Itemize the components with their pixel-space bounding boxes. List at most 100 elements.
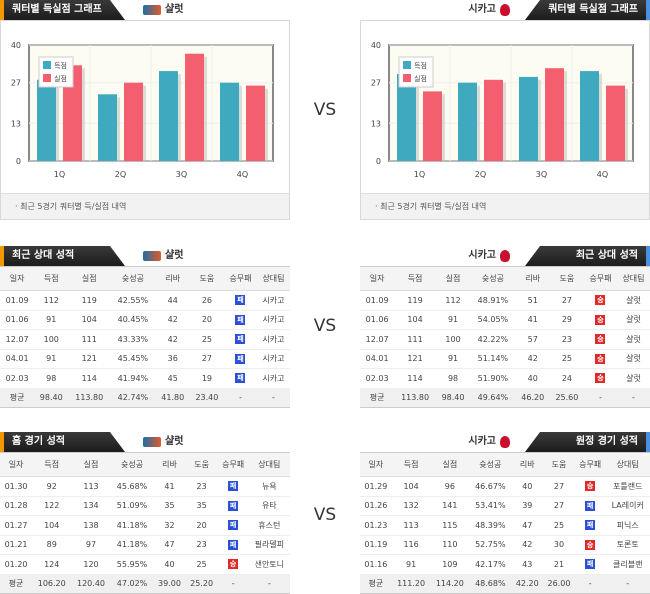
- column-header: 도움: [189, 266, 224, 291]
- column-header: 상대팀: [605, 452, 650, 477]
- result-badge: 패: [228, 500, 239, 511]
- column-header: 상대팀: [616, 266, 650, 291]
- table-cell: 51.90%: [470, 368, 516, 389]
- table-cell: 23: [549, 329, 584, 350]
- table-cell: 04.01: [360, 349, 395, 369]
- table-cell: 104: [68, 310, 111, 330]
- stats-table: 일자 득점 실점 슛성공 리바 도움 승무패 상대팀 01.29 104 96 46.67% 40 27 승…: [360, 452, 650, 594]
- table-cell: 42: [511, 535, 544, 555]
- table-cell: 91: [391, 554, 431, 575]
- legend-swatch: [403, 74, 411, 82]
- bar-score: [159, 71, 178, 161]
- table-cell: 138: [71, 515, 111, 536]
- bar-score: [397, 74, 416, 161]
- table-cell: 113: [391, 515, 431, 536]
- table-cell: 토론토: [605, 535, 650, 555]
- table-row: 01.09 119 112 48.91% 51 27 승 샬럿: [360, 290, 650, 311]
- table-cell: 01.09: [0, 290, 35, 311]
- table-cell: 120.40: [71, 574, 111, 594]
- vs-label: VS: [313, 505, 337, 525]
- table-cell: 시카고: [256, 310, 290, 330]
- vs-label: VS: [313, 100, 337, 120]
- table-cell: 20: [185, 515, 218, 536]
- table-cell: 19: [189, 368, 224, 389]
- table-cell: 01.16: [360, 554, 392, 575]
- table-cell: 124: [32, 554, 72, 575]
- section-title: 쿼터별 득실점 그래프: [525, 0, 650, 20]
- table-cell: 121: [68, 349, 111, 369]
- table-cell: 91: [435, 349, 471, 369]
- table-cell: 111: [394, 329, 436, 350]
- table-cell: 48.39%: [469, 515, 512, 536]
- table-cell: 27: [543, 496, 575, 516]
- y-tick-label: 27: [11, 79, 21, 88]
- column-header: 도움: [185, 452, 218, 477]
- footnote-text: 최근 5경기 쿼터별 득/실점 내역: [380, 202, 487, 211]
- chart-footnote: · 최근 5경기 쿼터별 득/실점 내역: [1, 193, 289, 219]
- table-cell: 평균: [360, 388, 395, 408]
- table-cell: 40: [515, 368, 550, 389]
- bar-score: [458, 82, 477, 161]
- column-header: 상대팀: [248, 452, 290, 477]
- bar-score: [580, 71, 599, 161]
- column-header: 실점: [430, 452, 470, 477]
- result-badge: 패: [228, 539, 239, 550]
- table-row: 01.06 91 104 40.45% 42 20 패 시카고: [0, 310, 290, 330]
- table-cell: 49.64%: [470, 388, 516, 408]
- table-cell: 35: [185, 496, 218, 516]
- y-tick-label: 13: [371, 119, 381, 128]
- table-cell: 41.18%: [110, 535, 154, 555]
- column-header: 승무패: [574, 452, 606, 477]
- table-cell: 98.40: [34, 388, 69, 408]
- table-cell: 01.21: [0, 535, 33, 555]
- table-cell: 109: [430, 554, 470, 575]
- table-cell: 26.00: [543, 574, 575, 594]
- table-cell: 35: [153, 496, 186, 516]
- table-cell: 48.91%: [470, 290, 516, 311]
- y-tick-label: 0: [376, 157, 381, 166]
- table-cell: 24: [549, 368, 584, 389]
- legend-swatch: [43, 61, 51, 69]
- table-cell: 119: [394, 290, 436, 311]
- result-badge: 승: [595, 373, 606, 384]
- table-cell: 51.14%: [470, 349, 516, 369]
- column-header: 슛성공: [469, 452, 512, 477]
- table-cell: 116: [391, 535, 431, 555]
- footnote-text: 최근 5경기 쿼터별 득/실점 내역: [20, 202, 127, 211]
- table-cell: 30: [543, 535, 575, 555]
- y-tick-label: 40: [11, 41, 21, 50]
- bar-score: [220, 82, 239, 161]
- team-name: 샬럿: [165, 4, 184, 15]
- table-cell: 40.45%: [110, 310, 156, 330]
- table-cell: 132: [391, 496, 431, 516]
- result-badge: 승: [585, 481, 596, 492]
- table-cell: 평균: [0, 574, 33, 594]
- result-badge: 패: [235, 373, 246, 384]
- table-row: 01.29 104 96 46.67% 40 27 승 포틀랜드: [360, 476, 650, 497]
- bar-allowed: [185, 53, 204, 162]
- bar-allowed: [124, 82, 143, 161]
- table-cell: 51: [515, 290, 550, 311]
- table-cell: 47: [511, 515, 544, 536]
- column-header: 리바: [155, 266, 190, 291]
- table-cell: 02.03: [0, 368, 35, 389]
- table-cell: 포틀랜드: [605, 476, 650, 497]
- table-cell: 평균: [0, 388, 35, 408]
- y-tick-label: 0: [16, 157, 21, 166]
- table-cell: 98.40: [435, 388, 471, 408]
- table-cell: 113.80: [394, 388, 436, 408]
- legend-label: 득점: [414, 62, 427, 70]
- team-name: 시카고: [468, 436, 496, 447]
- table-cell: 96: [430, 476, 470, 497]
- table-cell: 113.80: [68, 388, 111, 408]
- table-row: 01.09 112 119 42.55% 44 26 패 시카고: [0, 290, 290, 311]
- team-name: 시카고: [468, 4, 496, 15]
- table-cell: 41.94%: [110, 368, 156, 389]
- table-cell: 샬럿: [616, 368, 650, 389]
- table-row: 01.23 113 115 48.39% 47 25 패 피닉스: [360, 515, 650, 536]
- table-cell: 104: [394, 310, 436, 330]
- table-cell: 피닉스: [605, 515, 650, 536]
- table-cell: 39: [511, 496, 544, 516]
- legend-label: 실점: [414, 74, 427, 83]
- table-cell: 36: [155, 349, 190, 369]
